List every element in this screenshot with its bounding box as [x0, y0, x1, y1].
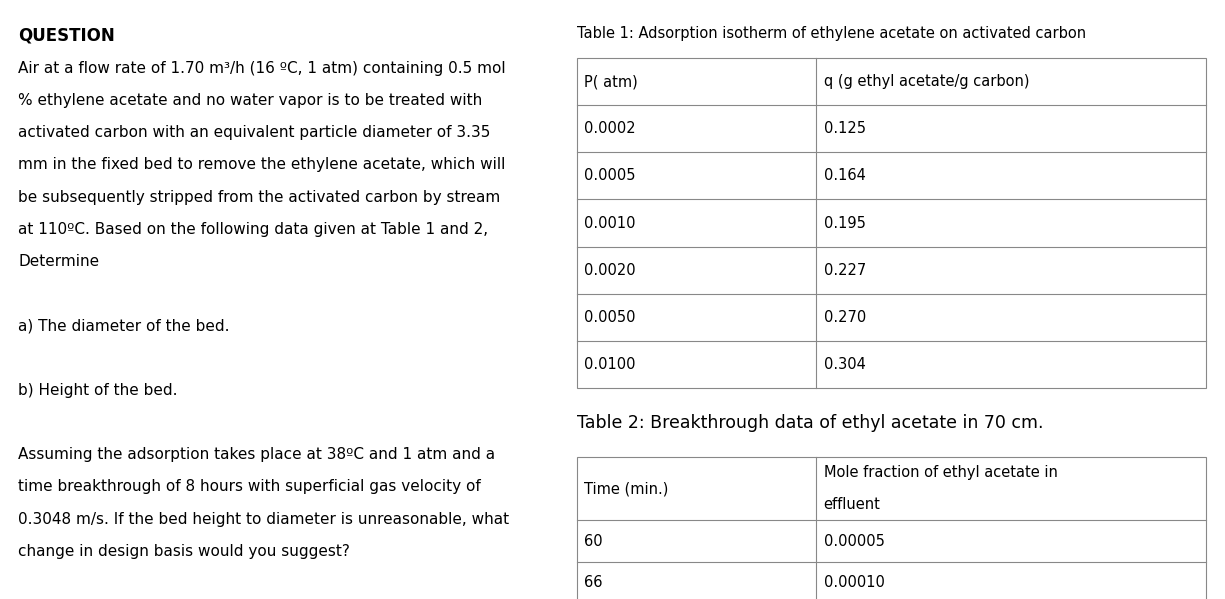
Text: activated carbon with an equivalent particle diameter of 3.35: activated carbon with an equivalent part… — [18, 125, 491, 140]
Text: q (g ethyl acetate/g carbon): q (g ethyl acetate/g carbon) — [823, 74, 1029, 89]
Text: P( atm): P( atm) — [584, 74, 638, 89]
Text: 0.0002: 0.0002 — [584, 121, 636, 136]
Bar — [577, 58, 1205, 388]
Text: 0.0010: 0.0010 — [584, 216, 636, 231]
Text: Mole fraction of ethyl acetate in: Mole fraction of ethyl acetate in — [823, 465, 1057, 480]
Text: a) The diameter of the bed.: a) The diameter of the bed. — [18, 319, 230, 334]
Text: change in design basis would you suggest?: change in design basis would you suggest… — [18, 544, 350, 559]
Text: effluent: effluent — [823, 497, 881, 512]
Text: Table 1: Adsorption isotherm of ethylene acetate on activated carbon: Table 1: Adsorption isotherm of ethylene… — [577, 26, 1085, 41]
Text: % ethylene acetate and no water vapor is to be treated with: % ethylene acetate and no water vapor is… — [18, 93, 483, 108]
Text: Assuming the adsorption takes place at 38ºC and 1 atm and a: Assuming the adsorption takes place at 3… — [18, 447, 495, 462]
Text: 0.0100: 0.0100 — [584, 357, 636, 372]
Text: 0.3048 m/s. If the bed height to diameter is unreasonable, what: 0.3048 m/s. If the bed height to diamete… — [18, 512, 510, 527]
Text: 0.0005: 0.0005 — [584, 168, 636, 183]
Text: 0.0050: 0.0050 — [584, 310, 636, 325]
Text: 0.0020: 0.0020 — [584, 263, 636, 278]
Text: b) Height of the bed.: b) Height of the bed. — [18, 383, 178, 398]
Text: 0.00010: 0.00010 — [823, 575, 884, 590]
Text: 0.164: 0.164 — [823, 168, 865, 183]
Text: 0.270: 0.270 — [823, 310, 866, 325]
Text: at 110ºC. Based on the following data given at Table 1 and 2,: at 110ºC. Based on the following data gi… — [18, 222, 489, 237]
Text: Table 2: Breakthrough data of ethyl acetate in 70 cm.: Table 2: Breakthrough data of ethyl acet… — [577, 414, 1044, 432]
Text: 0.195: 0.195 — [823, 216, 865, 231]
Text: 0.00005: 0.00005 — [823, 534, 884, 549]
Text: 0.304: 0.304 — [823, 357, 865, 372]
Text: QUESTION: QUESTION — [18, 26, 115, 44]
Text: Time (min.): Time (min.) — [584, 481, 669, 496]
Text: time breakthrough of 8 hours with superficial gas velocity of: time breakthrough of 8 hours with superf… — [18, 479, 481, 495]
Bar — [577, 457, 1205, 599]
Text: 66: 66 — [584, 575, 603, 590]
Text: 0.227: 0.227 — [823, 263, 866, 278]
Text: 60: 60 — [584, 534, 603, 549]
Text: be subsequently stripped from the activated carbon by stream: be subsequently stripped from the activa… — [18, 190, 501, 205]
Text: mm in the fixed bed to remove the ethylene acetate, which will: mm in the fixed bed to remove the ethyle… — [18, 158, 506, 173]
Text: Determine: Determine — [18, 254, 99, 269]
Text: Air at a flow rate of 1.70 m³/h (16 ºC, 1 atm) containing 0.5 mol: Air at a flow rate of 1.70 m³/h (16 ºC, … — [18, 61, 506, 76]
Text: 0.125: 0.125 — [823, 121, 866, 136]
